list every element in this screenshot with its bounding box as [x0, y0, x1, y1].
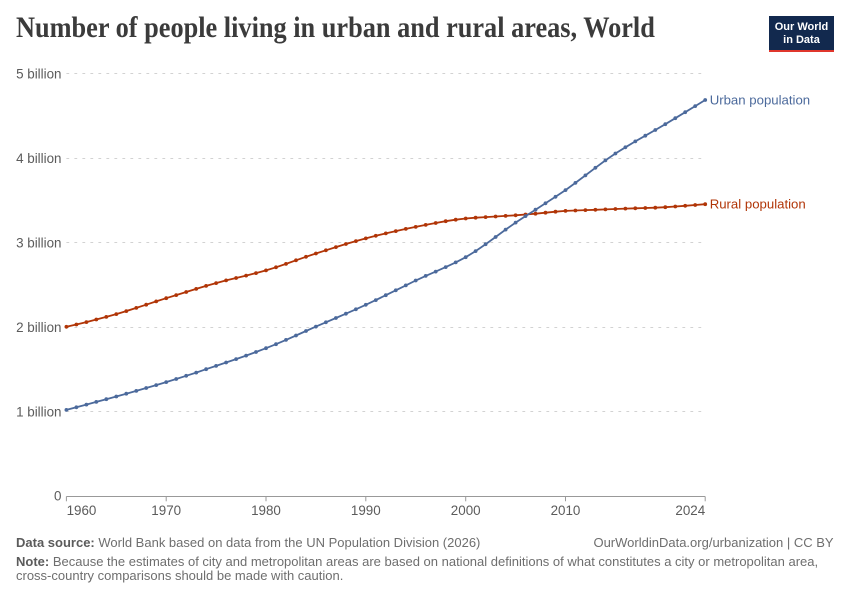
svg-text:2010: 2010 [551, 503, 581, 518]
svg-text:Urban population: Urban population [710, 93, 810, 108]
svg-text:1990: 1990 [351, 503, 381, 518]
svg-text:5 billion: 5 billion [16, 67, 61, 82]
svg-text:2000: 2000 [451, 503, 481, 518]
svg-text:1980: 1980 [251, 503, 281, 518]
svg-text:2024: 2024 [675, 503, 705, 518]
svg-text:1 billion: 1 billion [16, 405, 61, 420]
svg-text:1970: 1970 [151, 503, 181, 518]
svg-text:4 billion: 4 billion [16, 151, 61, 166]
svg-text:3 billion: 3 billion [16, 236, 61, 251]
svg-text:0: 0 [54, 489, 61, 504]
svg-text:1960: 1960 [67, 503, 97, 518]
svg-text:Rural population: Rural population [710, 197, 806, 212]
svg-text:2 billion: 2 billion [16, 320, 61, 335]
